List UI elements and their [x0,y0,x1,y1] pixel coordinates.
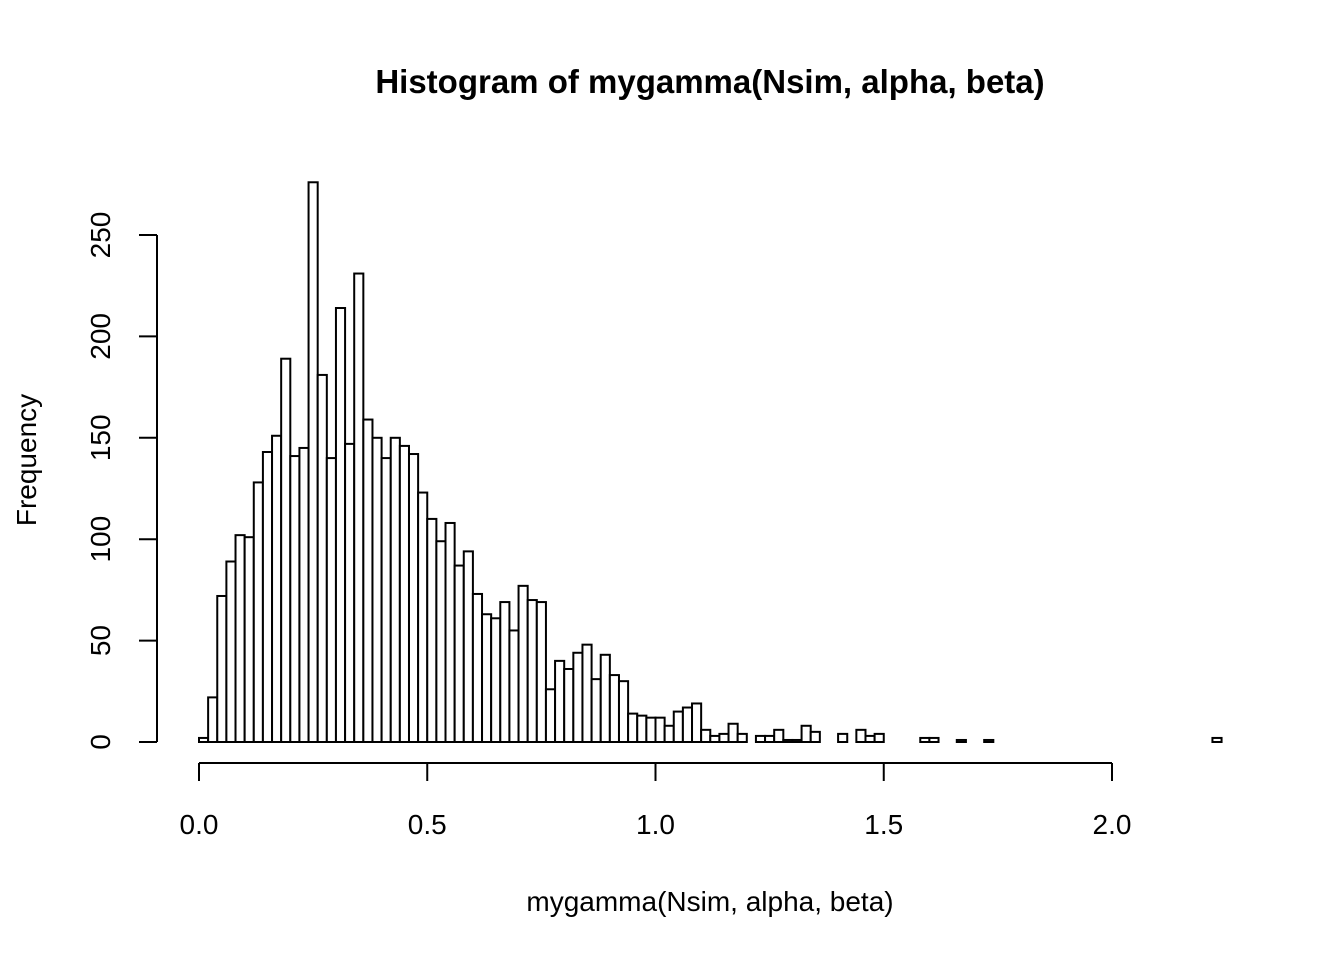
histogram-bar [252,481,264,743]
y-axis-label: Frequency [11,394,42,526]
histogram-bar [645,716,657,744]
histogram-bar [1211,736,1223,743]
histogram-bar [389,436,401,743]
histogram-bar [490,617,502,743]
histogram-bar [672,710,684,744]
histogram-bar [380,457,392,743]
x-axis: 0.0 0.5 1.0 1.5 2.0 [180,762,1132,840]
histogram-bar [663,724,675,744]
histogram-bar [407,453,420,743]
histogram-bar [398,444,410,743]
histogram-bar [261,450,274,743]
histogram-bar [462,550,474,743]
x-tick-label: 0.0 [180,809,219,840]
histogram-bar [334,307,347,743]
histogram-bar [773,728,785,743]
histogram-bar [243,536,255,743]
histogram-bar [344,442,356,743]
histogram-bar [453,564,465,744]
histogram-bar [307,181,319,744]
histogram-bar [280,357,292,743]
histogram-bar [198,736,210,743]
histogram-bars [198,181,1223,744]
y-tick-label: 150 [85,414,116,461]
y-tick-label: 50 [85,625,116,656]
histogram-bar [508,629,520,744]
histogram-bar [225,560,237,743]
histogram-bar [782,738,794,743]
histogram-bar [362,418,374,743]
histogram-bar [709,734,721,744]
histogram-bar [563,667,575,744]
histogram-bar [471,592,484,743]
histogram-bar [617,680,630,743]
histogram-bar [736,732,748,743]
histogram-bar [426,517,438,743]
histogram-bar [590,678,602,744]
histogram-bar [700,728,712,743]
histogram-bar [216,594,228,744]
histogram-bar [791,738,803,743]
histogram-bar [764,734,776,744]
chart-title: Histogram of mygamma(Nsim, alpha, beta) [375,63,1044,100]
histogram-bar [298,446,310,743]
histogram-bar [554,659,566,744]
histogram-bar [417,491,429,743]
y-tick-label: 0 [85,734,116,750]
histogram-bar [727,722,739,743]
histogram-bar [800,724,812,744]
histogram-bar [754,734,767,744]
histogram-bar [207,696,219,743]
y-axis: 0 50 100 150 200 250 [85,212,158,750]
histogram-bar [371,436,383,743]
histogram-bar [572,651,584,744]
histogram-bar [517,584,529,743]
histogram-bar [271,434,283,743]
histogram-bar [837,732,849,743]
y-tick-label: 100 [85,516,116,563]
x-tick-label: 0.5 [408,809,447,840]
histogram-bar [855,728,867,743]
x-tick-label: 2.0 [1093,809,1132,840]
histogram-bar [864,734,876,744]
histogram-bar [636,714,648,743]
histogram-bar [353,272,365,743]
histogram-bar [325,457,337,743]
histogram-bar [654,716,666,744]
histogram-bar [499,601,511,743]
histogram-bar [316,373,328,743]
histogram-bar [526,599,538,743]
histogram-bar [681,706,694,743]
y-tick-label: 250 [85,212,116,259]
x-tick-label: 1.5 [864,809,903,840]
histogram-bar [608,674,620,743]
histogram-bar [928,736,940,743]
histogram-bar [544,688,557,743]
histogram-bar [581,643,593,744]
histogram-bar [919,736,931,743]
histogram-bar [599,653,611,744]
x-tick-label: 1.0 [636,809,675,840]
histogram-bar [289,455,301,743]
histogram-bar [627,712,639,743]
histogram-bar [718,732,730,743]
x-axis-label: mygamma(Nsim, alpha, beta) [526,886,893,917]
histogram-bar [435,540,447,744]
histogram-bar [955,738,967,743]
histogram-bar [983,738,995,743]
histogram-bar [234,534,246,743]
histogram-bar [444,521,456,744]
histogram-bar [691,702,703,744]
histogram-bar [481,613,493,744]
y-tick-label: 200 [85,313,116,360]
histogram-bar [873,732,885,743]
histogram-bar [809,730,821,743]
histogram-bar [535,601,547,743]
